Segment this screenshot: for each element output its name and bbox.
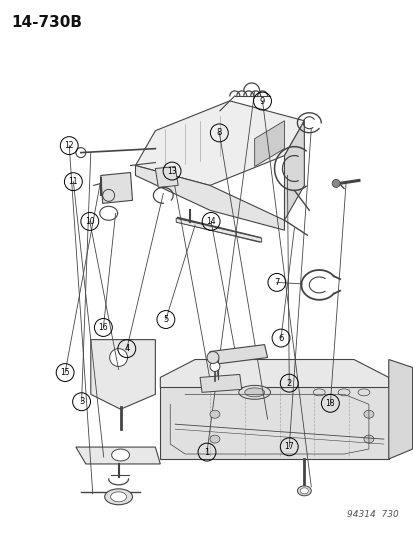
Polygon shape <box>254 121 284 166</box>
Text: 6: 6 <box>278 334 283 343</box>
Ellipse shape <box>297 486 311 496</box>
Ellipse shape <box>313 389 325 396</box>
Polygon shape <box>76 447 160 464</box>
Ellipse shape <box>104 489 132 505</box>
Text: 7: 7 <box>273 278 279 287</box>
Text: 12: 12 <box>64 141 74 150</box>
Polygon shape <box>284 121 304 220</box>
Text: 15: 15 <box>60 368 70 377</box>
Text: 1: 1 <box>204 448 209 457</box>
Text: 14: 14 <box>206 217 216 226</box>
Text: 9: 9 <box>259 96 264 106</box>
Text: 14-730B: 14-730B <box>11 15 82 30</box>
Ellipse shape <box>357 389 369 396</box>
Polygon shape <box>155 166 178 188</box>
Ellipse shape <box>363 410 373 418</box>
Ellipse shape <box>244 388 264 397</box>
Text: 10: 10 <box>85 217 95 226</box>
Polygon shape <box>135 166 284 230</box>
Text: 13: 13 <box>167 166 176 175</box>
Ellipse shape <box>209 410 219 418</box>
Text: 4: 4 <box>124 344 129 353</box>
Ellipse shape <box>238 385 270 399</box>
Polygon shape <box>199 375 241 392</box>
Text: 5: 5 <box>163 315 168 324</box>
Circle shape <box>209 361 219 372</box>
Text: 11: 11 <box>69 177 78 186</box>
Text: 18: 18 <box>325 399 334 408</box>
Ellipse shape <box>363 435 373 443</box>
Text: 2: 2 <box>286 378 291 387</box>
Polygon shape <box>160 360 388 405</box>
Polygon shape <box>388 360 412 459</box>
Text: 3: 3 <box>79 397 84 406</box>
Text: 17: 17 <box>284 442 293 451</box>
Polygon shape <box>176 218 261 242</box>
Ellipse shape <box>209 435 219 443</box>
Text: 16: 16 <box>98 323 108 332</box>
Polygon shape <box>209 345 267 365</box>
Ellipse shape <box>337 389 349 396</box>
Circle shape <box>331 180 339 188</box>
Circle shape <box>206 352 218 364</box>
Polygon shape <box>100 173 132 203</box>
Circle shape <box>109 349 127 367</box>
Text: 8: 8 <box>216 128 221 138</box>
Ellipse shape <box>300 488 308 494</box>
Polygon shape <box>160 387 388 459</box>
Polygon shape <box>135 101 304 185</box>
Ellipse shape <box>112 449 129 461</box>
Polygon shape <box>90 340 155 409</box>
Text: 94314  730: 94314 730 <box>346 510 398 519</box>
Ellipse shape <box>110 492 126 502</box>
